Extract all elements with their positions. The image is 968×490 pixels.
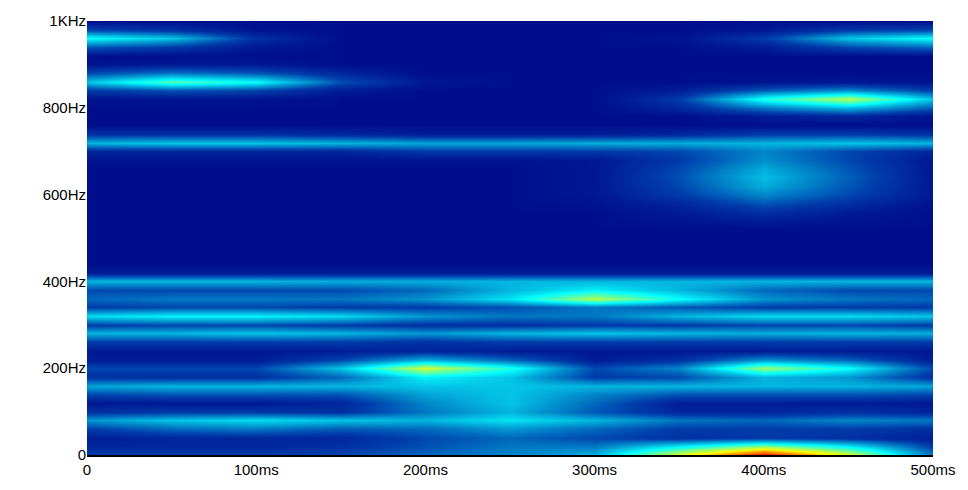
svg-text:600Hz: 600Hz	[43, 186, 86, 203]
svg-text:500ms: 500ms	[910, 461, 955, 478]
svg-text:800Hz: 800Hz	[43, 99, 86, 116]
svg-text:0: 0	[78, 446, 86, 463]
svg-text:1KHz: 1KHz	[49, 12, 86, 29]
svg-text:200Hz: 200Hz	[43, 359, 86, 376]
svg-text:0: 0	[83, 461, 91, 478]
svg-text:400ms: 400ms	[741, 461, 786, 478]
svg-text:300ms: 300ms	[572, 461, 617, 478]
svg-text:100ms: 100ms	[234, 461, 279, 478]
svg-text:200ms: 200ms	[403, 461, 448, 478]
svg-text:400Hz: 400Hz	[43, 273, 86, 290]
